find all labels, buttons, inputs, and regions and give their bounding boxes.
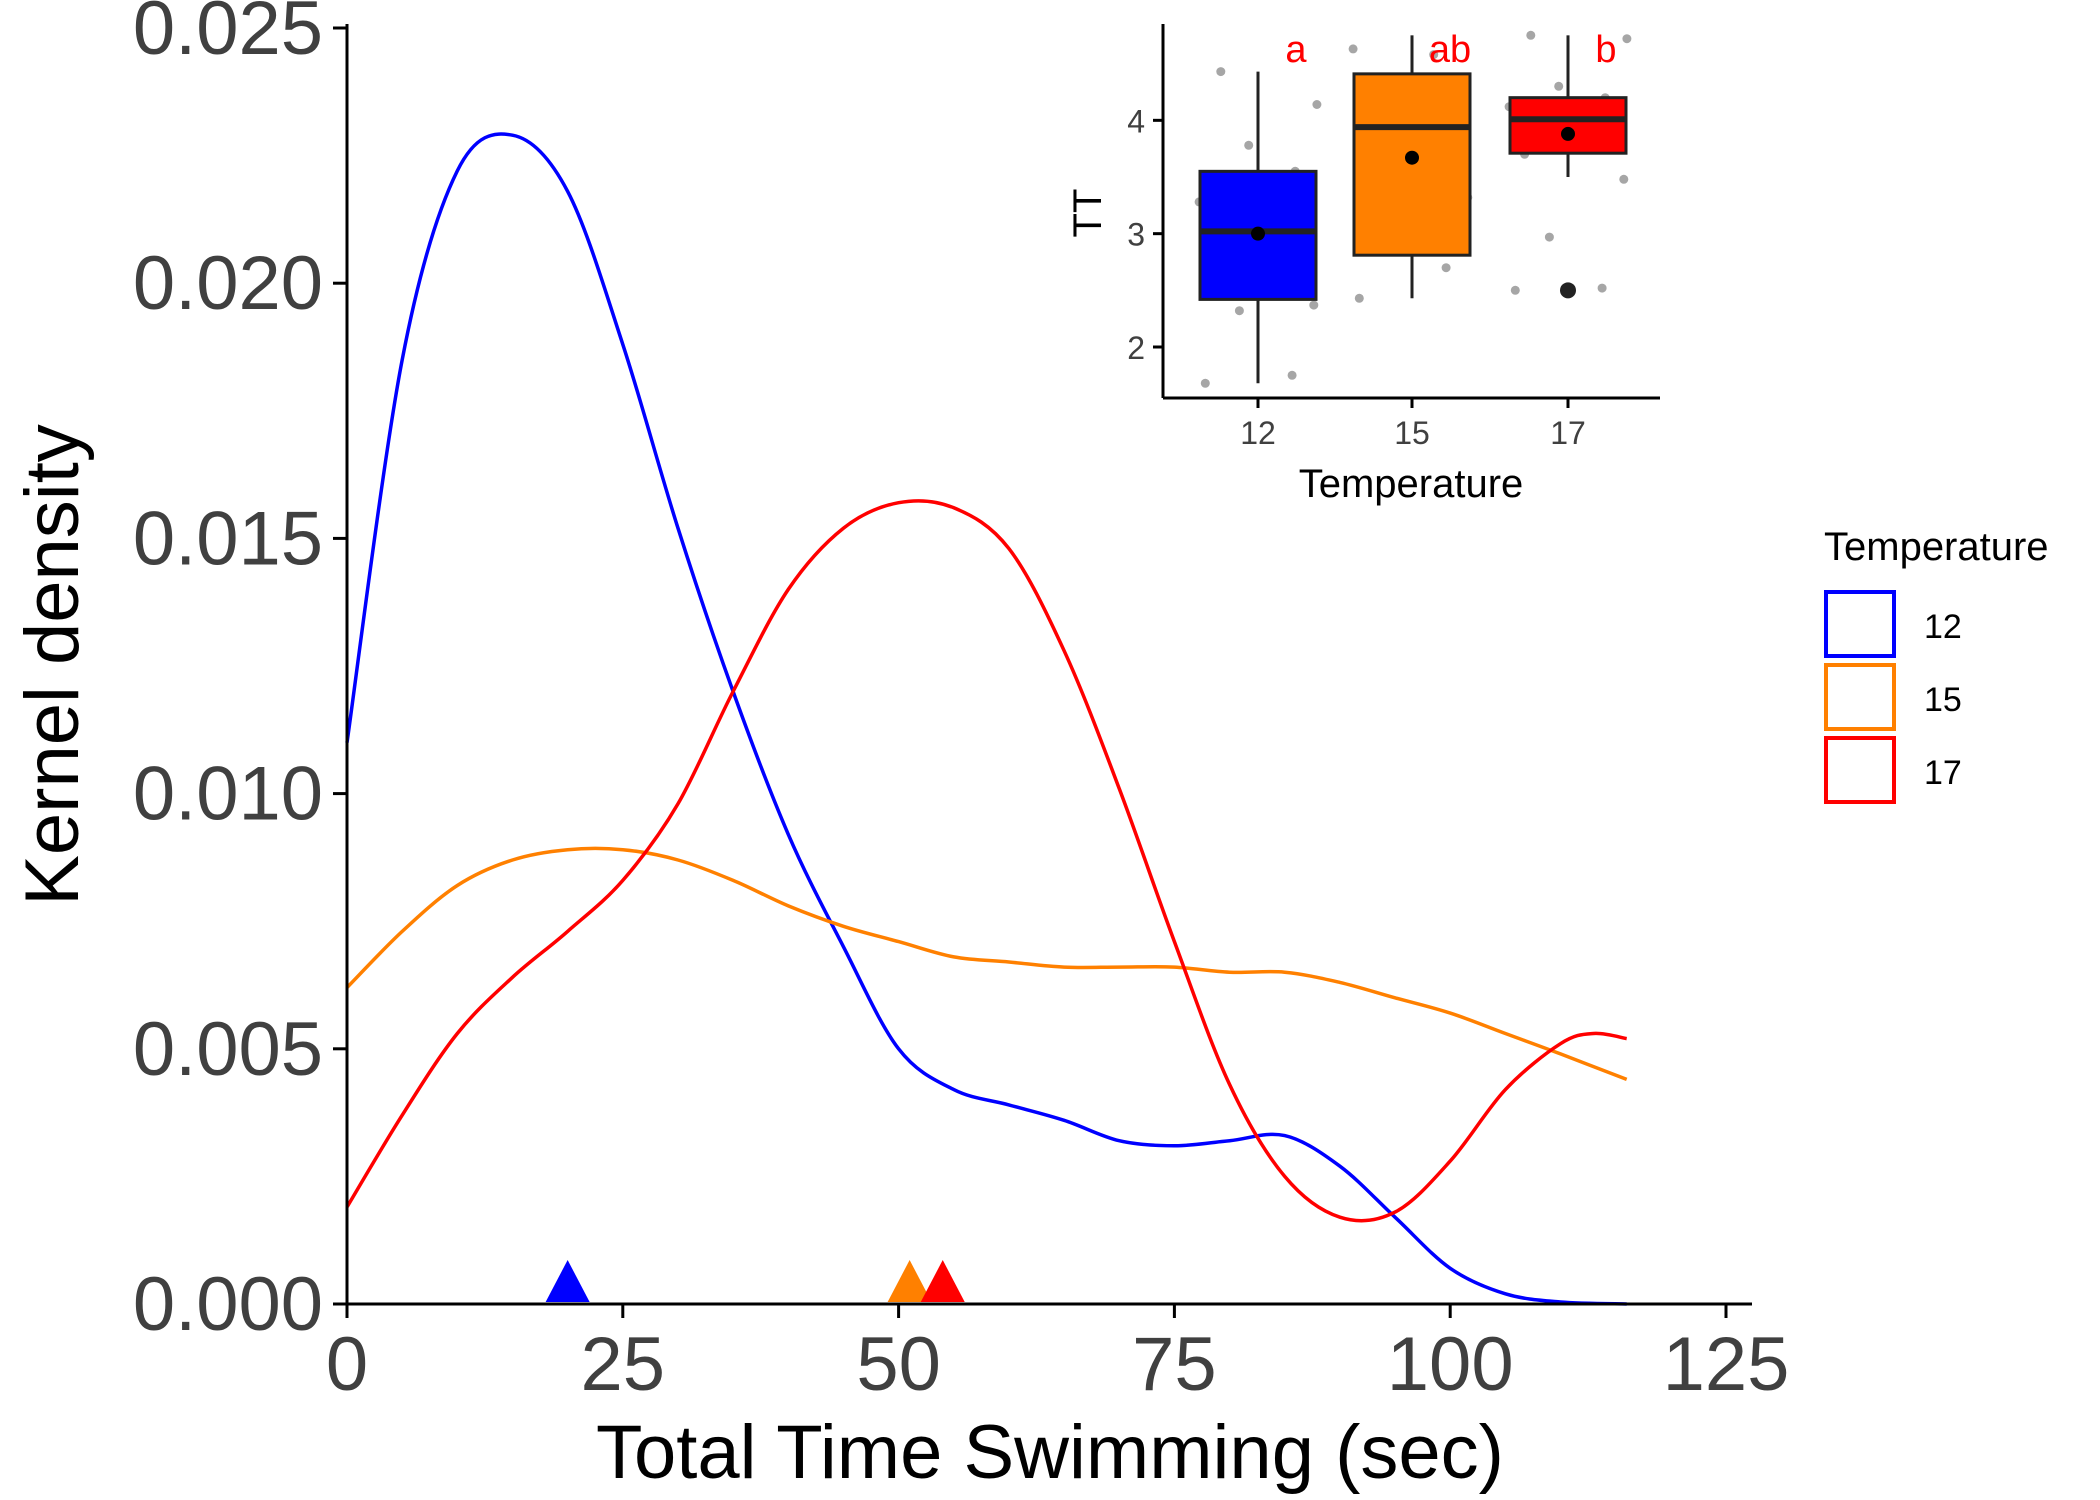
y-tick-label: 0.015 [133,496,323,581]
jitter-point [1348,44,1358,54]
x-tick-label: 50 [856,1322,941,1407]
jitter-point [1441,263,1451,273]
y-axis-title: Kernel density [10,424,95,906]
inset-y-axis-ticks: 2 3 4 [1127,103,1163,366]
mean-markers [545,1260,965,1302]
x-tick-label: 25 [581,1322,666,1407]
x-axis-ticks: 0 25 50 75 100 125 [326,1304,1790,1407]
inset-box-12 [1198,71,1318,384]
mean-marker-17 [920,1260,965,1302]
x-axis-title: Total Time Swimming (sec) [596,1410,1504,1495]
legend-key-15 [1824,663,1896,731]
jitter-point [1309,300,1319,310]
jitter-point [1622,34,1632,44]
legend-label-12: 12 [1924,608,1962,646]
density-plot: 0.000 0.005 0.010 0.015 0.020 0.025 0 25 50 75 10… [10,0,1789,1495]
jitter-point [1287,370,1297,380]
inset-y-tick-label: 2 [1127,330,1145,366]
inset-boxes [1198,35,1628,384]
density-line-17 [345,499,1628,1223]
inset-x-axis-ticks: 12 15 17 [1240,398,1586,451]
y-tick-label: 0.000 [133,1262,323,1347]
mean-point [1251,226,1265,241]
inset-significance-letters: a ab b [1285,29,1616,71]
legend-key-12 [1824,590,1896,658]
y-tick-label: 0.010 [133,752,323,837]
significance-letter-15: ab [1429,29,1471,71]
inset-y-axis-title: TT [1066,189,1110,238]
legend-label-17: 17 [1924,754,1962,792]
jitter-point [1244,140,1254,150]
x-tick-label: 100 [1387,1322,1514,1407]
inset-y-tick-label: 4 [1127,103,1145,139]
jitter-point [1216,67,1226,77]
density-lines [345,132,1628,1306]
mean-marker-15 [887,1260,932,1302]
jitter-point [1619,174,1629,184]
inset-x-tick-label: 12 [1240,415,1276,451]
x-tick-label: 125 [1663,1322,1790,1407]
jitter-point [1526,30,1536,40]
y-axis-ticks: 0.000 0.005 0.010 0.015 0.020 0.025 [133,0,347,1347]
inset-y-tick-label: 3 [1127,217,1145,253]
x-tick-label: 75 [1132,1322,1217,1407]
legend-key-17 [1824,736,1896,804]
inset-x-axis-title: Temperature [1299,462,1524,506]
density-line-12 [345,132,1627,1306]
y-tick-label: 0.025 [133,0,323,71]
mean-point [1405,150,1419,165]
legend-title: Temperature [1824,525,2049,569]
legend: Temperature 12 15 17 [1824,525,2049,804]
inset-boxplot: 2 3 4 12 15 17 a ab b Temperature TT [1066,24,1660,506]
y-tick-label: 0.020 [133,241,323,326]
inset-box-17 [1508,35,1628,299]
density-line-15 [345,846,1628,1082]
mean-point [1561,126,1575,141]
jitter-point [1312,100,1322,109]
jitter-point [1234,306,1244,316]
y-tick-label: 0.005 [133,1007,323,1092]
jitter-point [1200,378,1210,388]
jitter-point [1544,232,1554,242]
legend-label-15: 15 [1924,681,1962,719]
inset-x-tick-label: 15 [1394,415,1430,451]
jitter-point [1354,293,1364,303]
significance-letter-12: a [1285,29,1307,71]
mean-marker-12 [545,1260,590,1302]
significance-letter-17: b [1595,29,1616,71]
inset-x-tick-label: 17 [1550,415,1586,451]
outlier-point [1560,282,1576,299]
jitter-point [1597,283,1607,293]
x-tick-label: 0 [326,1322,368,1407]
jitter-point [1554,81,1564,91]
jitter-point [1429,50,1439,60]
iqr-box [1508,96,1628,155]
jitter-point [1510,285,1520,295]
inset-box-15 [1352,35,1472,299]
